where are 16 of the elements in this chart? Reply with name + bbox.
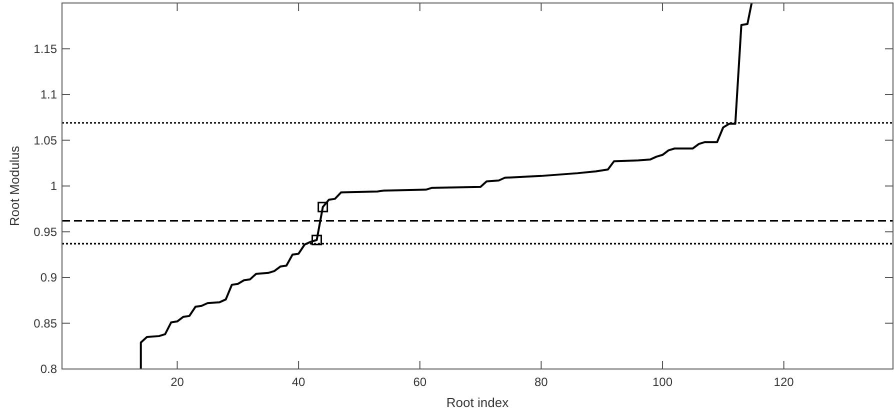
x-tick-label: 40 [292, 375, 306, 389]
y-tick-label: 0.9 [40, 270, 58, 285]
y-tick-label: 1.15 [34, 42, 58, 56]
x-axis-title: Root index [446, 395, 510, 410]
x-tick-label: 100 [652, 375, 673, 389]
y-tick-label: 1.05 [34, 133, 58, 148]
y-tick-label: 0.85 [34, 316, 58, 330]
y-tick-label: 1.1 [40, 88, 58, 102]
y-axis-title: Root Modulus [7, 145, 22, 226]
y-tick-label: 0.95 [34, 224, 58, 239]
x-tick-label: 20 [170, 375, 184, 389]
y-tick-label: 0.8 [40, 362, 58, 376]
x-tick-label: 80 [534, 375, 548, 389]
x-tick-label: 60 [413, 375, 427, 389]
x-tick-label: 120 [774, 375, 794, 389]
y-tick-label: 1 [50, 179, 58, 194]
